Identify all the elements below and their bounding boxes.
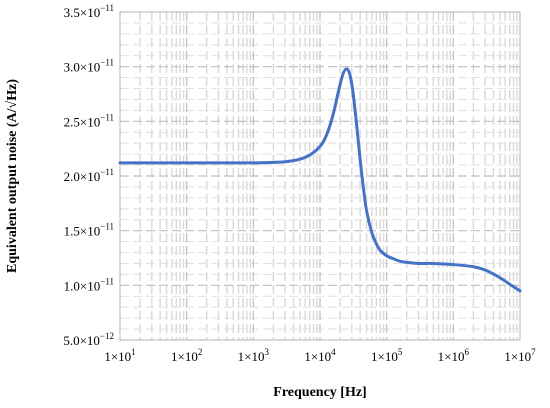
y-tick-label: 1.0×10−11 (64, 276, 114, 293)
x-tick-label: 1×105 (371, 347, 403, 364)
x-axis-title: Frequency [Hz] (273, 385, 366, 400)
x-tick-label: 1×107 (504, 347, 536, 364)
x-tick-label: 1×104 (304, 347, 336, 364)
y-axis-title: Equivalent output noise (A/√Hz) (5, 79, 20, 273)
y-tick-label: 5.0×10−12 (63, 331, 114, 348)
x-tick-label: 1×101 (104, 347, 135, 364)
x-tick-labels: 1×101 1×102 1×103 1×104 1×105 1×106 1×107 (104, 347, 536, 364)
x-tick-label: 1×106 (438, 347, 470, 364)
y-tick-labels: 5.0×10−12 1.0×10−11 1.5×10−11 2.0×10−11 2.5×… (63, 3, 114, 348)
y-tick-label: 3.5×10−11 (64, 3, 114, 20)
series-line (118, 67, 522, 293)
y-tick-label: 1.5×10−11 (64, 222, 114, 239)
y-tick-label: 2.0×10−11 (64, 167, 114, 184)
x-tick-label: 1×102 (171, 347, 202, 364)
y-tick-label: 3.0×10−11 (64, 58, 114, 75)
plot-frame (119, 11, 521, 341)
series-layer (118, 67, 522, 293)
x-tick-label: 1×103 (238, 347, 270, 364)
y-tick-label: 2.5×10−11 (64, 112, 114, 129)
